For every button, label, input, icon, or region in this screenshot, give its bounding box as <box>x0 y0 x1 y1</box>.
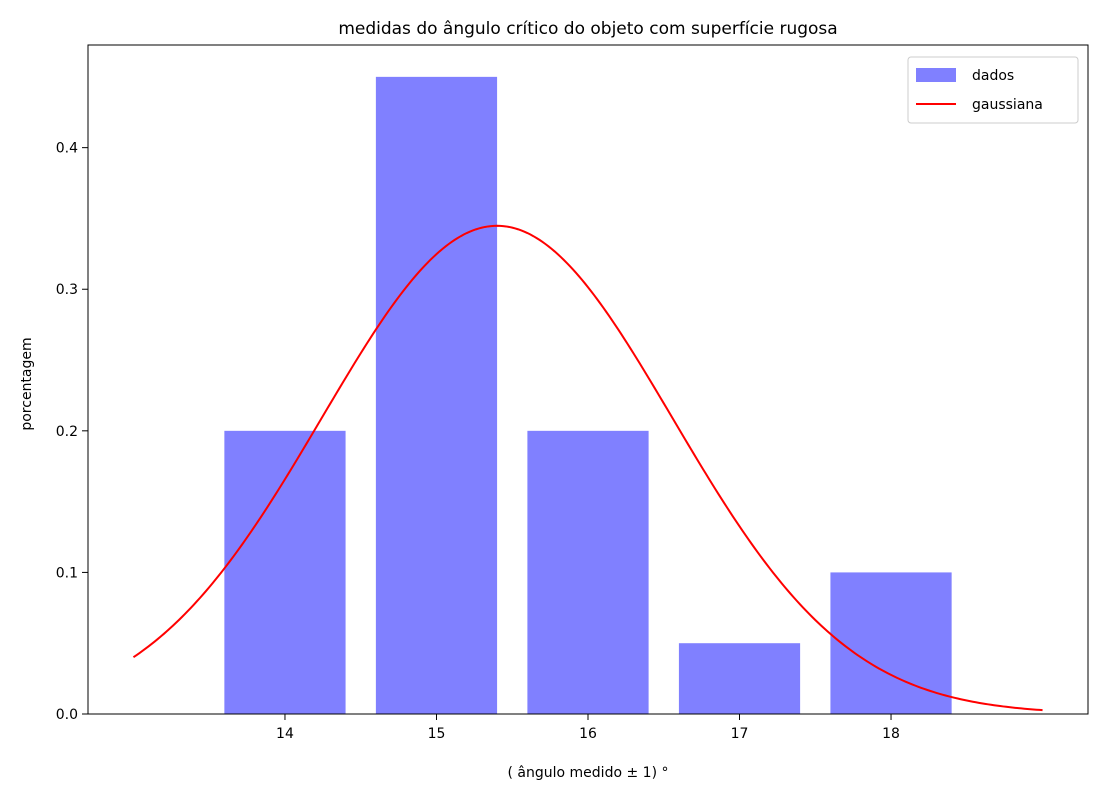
bar-series <box>224 76 952 715</box>
bar-17 <box>678 643 801 714</box>
line-series <box>132 224 1043 712</box>
y-tick-label: 0.3 <box>56 282 78 298</box>
legend-swatch-dados <box>916 68 956 82</box>
bar-14 <box>224 430 346 714</box>
x-axis-label: ( ângulo medido ± 1) ° <box>508 765 669 781</box>
x-tick-label: 16 <box>579 726 597 742</box>
chart-title: medidas do ângulo crítico do objeto com … <box>338 19 837 39</box>
legend-box <box>907 56 1079 124</box>
x-axis-ticks: 14 15 16 17 18 <box>276 714 900 742</box>
y-tick-label: 0.0 <box>56 707 78 723</box>
bar-16 <box>527 430 649 714</box>
y-tick-label: 0.2 <box>56 424 78 440</box>
y-tick-label: 0.1 <box>56 565 78 581</box>
y-tick-label: 0.4 <box>56 141 78 157</box>
x-tick-label: 18 <box>882 726 900 742</box>
gaussian-line <box>132 224 1043 712</box>
y-axis-ticks: 0.0 0.1 0.2 0.3 0.4 <box>56 141 88 723</box>
y-axis-label: porcentagem <box>19 337 35 430</box>
legend: dados gaussiana <box>907 56 1079 124</box>
x-tick-label: 15 <box>428 726 446 742</box>
bar-15 <box>375 76 498 715</box>
legend-label-dados: dados <box>972 68 1014 84</box>
x-tick-label: 14 <box>276 726 294 742</box>
x-tick-label: 17 <box>731 726 749 742</box>
legend-label-gaussiana: gaussiana <box>972 97 1043 113</box>
